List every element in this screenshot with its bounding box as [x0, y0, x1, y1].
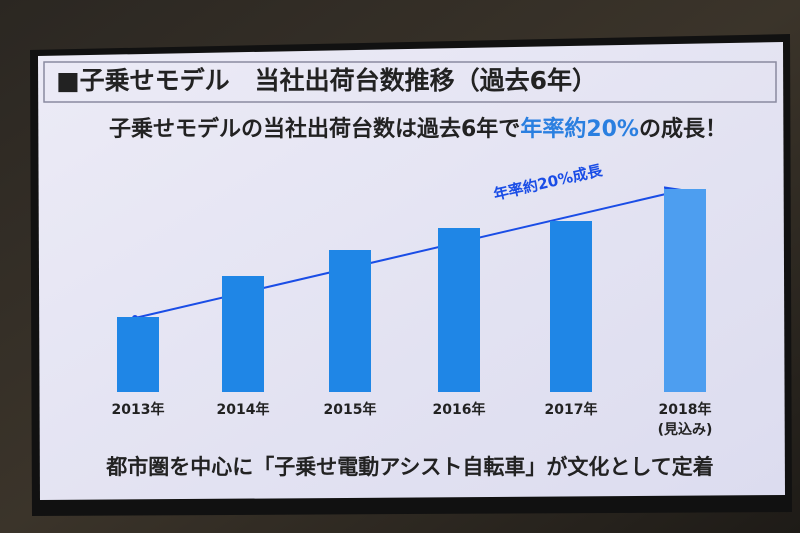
subtitle-highlight: 年率約20%	[520, 116, 639, 142]
bar	[329, 250, 371, 392]
x-tick-label: 2013年	[112, 401, 165, 418]
bar	[438, 228, 480, 392]
title: ■子乗せモデル 当社出荷台数推移（過去6年）	[56, 66, 597, 95]
x-tick-label: 2018年	[659, 401, 712, 418]
x-tick-label: 2017年	[545, 401, 598, 418]
x-tick-note: (見込み)	[658, 421, 713, 438]
x-tick-label: 2015年	[324, 401, 377, 418]
title-box	[43, 61, 777, 103]
x-tick-label: 2014年	[217, 401, 270, 418]
bar	[664, 189, 706, 392]
plot: 2013年 2014年 2015年 2016年 2017年 2018年 (見込み)	[112, 189, 713, 438]
subtitle: 子乗せモデルの当社出荷台数は過去6年で年率約20%の成長！	[109, 116, 727, 142]
subtitle-part: 子乗せモデルの当社出荷台数は過去6年で	[109, 116, 520, 142]
subtitle-part: の成長！	[639, 117, 727, 142]
x-tick-label: 2016年	[433, 401, 486, 418]
bar	[550, 221, 592, 392]
bar	[117, 317, 159, 392]
footnote: 都市圏を中心に「子乗せ電動アシスト自転車」が文化として定着	[105, 455, 714, 479]
bar	[222, 276, 264, 392]
